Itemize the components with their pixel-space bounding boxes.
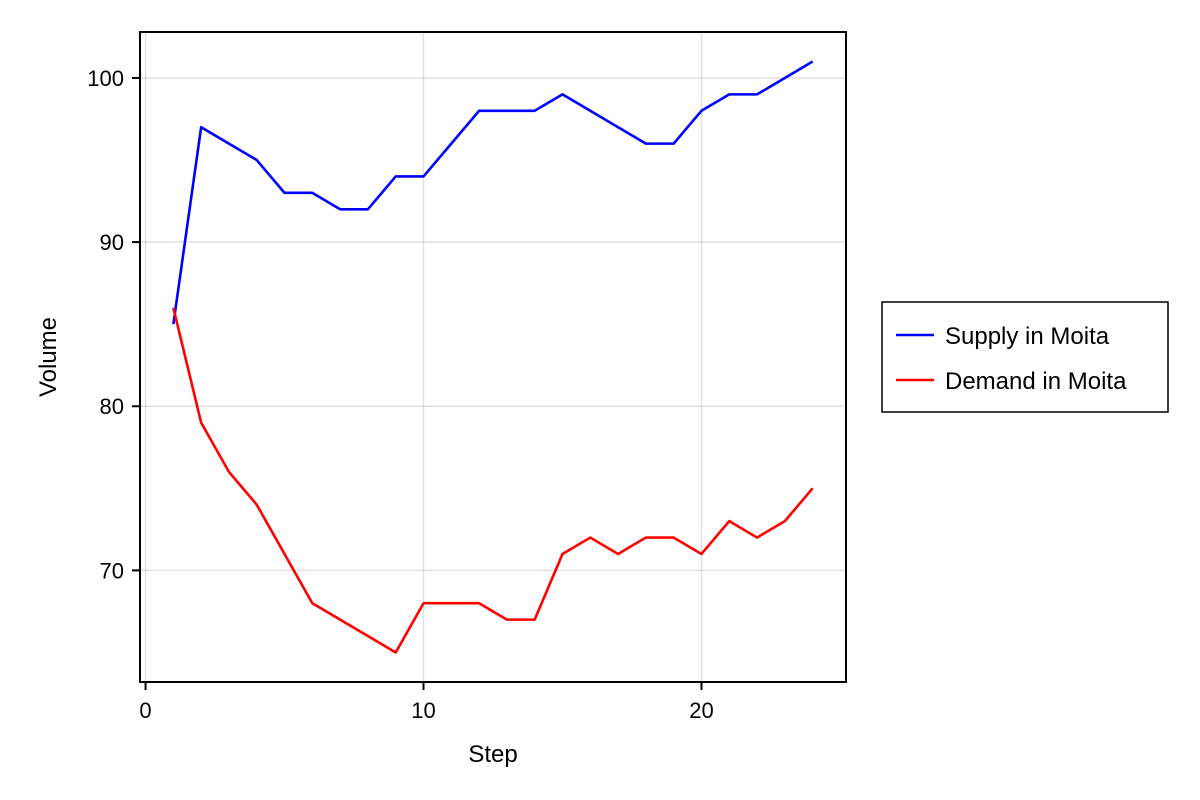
x-tick-label: 10 <box>411 698 435 723</box>
x-axis-title: Step <box>468 741 517 768</box>
y-axis-title: Volume <box>35 317 62 397</box>
grid-lines <box>140 32 846 682</box>
series-line-1 <box>172 60 814 325</box>
y-tick-label: 70 <box>100 558 124 583</box>
legend-box <box>881 301 1169 413</box>
legend-label: Supply in Moita <box>945 323 1110 350</box>
legend-label: Demand in Moita <box>945 368 1127 395</box>
x-tick-label: 0 <box>139 698 151 723</box>
axis-ticks: 0 10 20 70 80 90 100 <box>87 66 713 723</box>
y-tick-label: 90 <box>100 230 124 255</box>
x-tick-label: 20 <box>689 698 713 723</box>
series-lines <box>172 60 814 654</box>
legend: Supply in Moita Demand in Moita <box>881 301 1169 413</box>
y-tick-label: 100 <box>87 66 124 91</box>
series-line-2 <box>172 307 814 654</box>
plot-frame <box>139 31 847 683</box>
y-tick-label: 80 <box>100 394 124 419</box>
